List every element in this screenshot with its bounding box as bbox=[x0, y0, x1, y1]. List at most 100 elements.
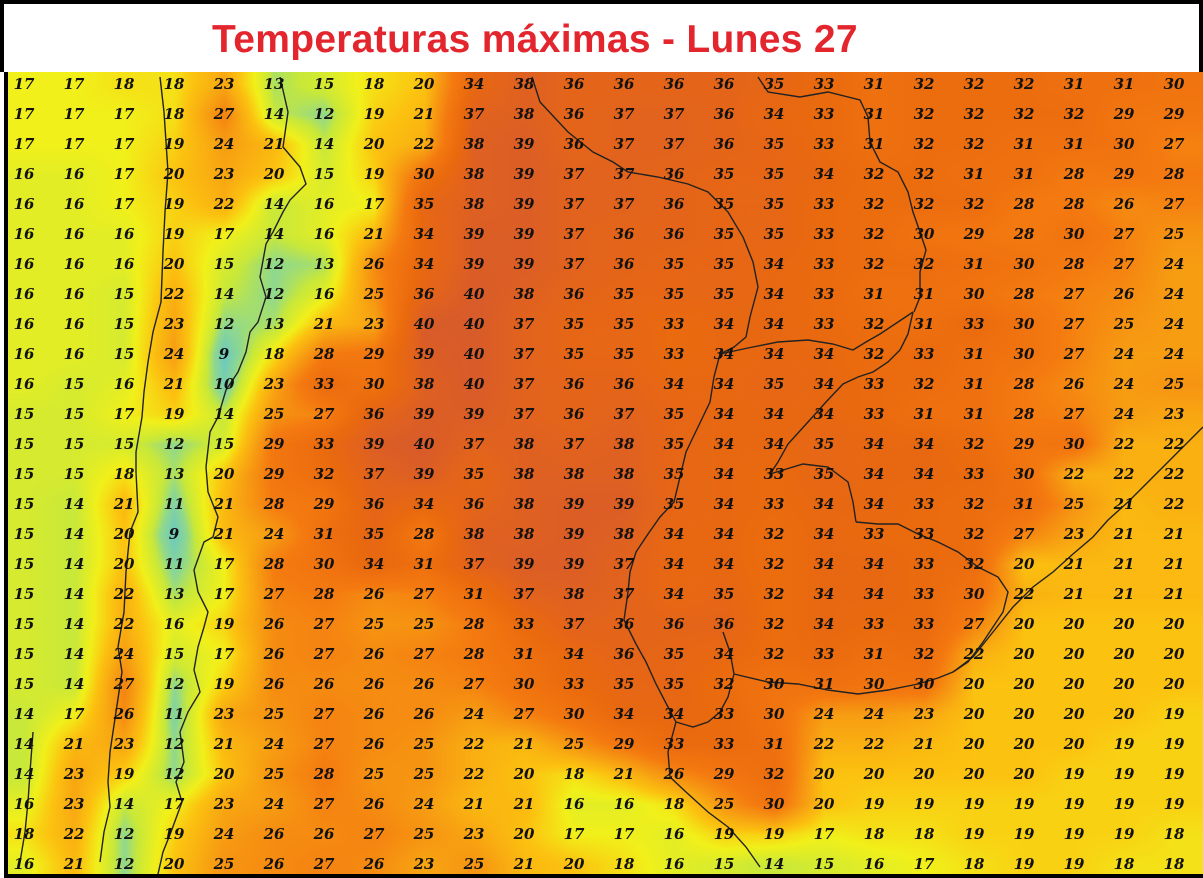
temperature-value: 32 bbox=[864, 225, 885, 243]
temperature-value: 35 bbox=[764, 165, 785, 183]
temperature-value: 37 bbox=[614, 105, 635, 123]
temperature-value: 21 bbox=[1063, 555, 1085, 573]
temperature-value: 14 bbox=[64, 645, 85, 663]
temperature-value: 24 bbox=[163, 345, 185, 363]
temperature-value: 32 bbox=[964, 105, 985, 123]
temperature-value: 20 bbox=[913, 765, 935, 783]
temperature-value: 38 bbox=[514, 105, 535, 123]
temperature-value: 37 bbox=[614, 405, 635, 423]
temperature-value: 34 bbox=[464, 75, 485, 93]
temperature-value: 31 bbox=[814, 675, 835, 693]
temperature-value: 29 bbox=[963, 225, 985, 243]
temperature-value: 23 bbox=[113, 735, 135, 753]
temperature-value: 31 bbox=[514, 645, 535, 663]
temperature-value: 38 bbox=[514, 75, 535, 93]
temperature-value: 36 bbox=[714, 135, 735, 153]
buenos-aires-coast-line bbox=[675, 631, 735, 728]
temperature-value: 17 bbox=[64, 135, 85, 153]
temperature-value: 33 bbox=[814, 315, 835, 333]
temperature-value: 23 bbox=[363, 315, 385, 333]
temperature-value: 24 bbox=[1113, 345, 1135, 363]
temperature-value: 30 bbox=[1014, 465, 1035, 483]
temperature-value: 17 bbox=[14, 135, 35, 153]
temperature-value: 34 bbox=[864, 435, 885, 453]
parana-river-line bbox=[623, 353, 721, 723]
temperature-value: 31 bbox=[1014, 135, 1035, 153]
temperature-value: 12 bbox=[214, 315, 235, 333]
temperature-value: 19 bbox=[714, 825, 735, 843]
temperature-value: 32 bbox=[764, 765, 785, 783]
temperature-value: 20 bbox=[1013, 615, 1035, 633]
temperature-value: 14 bbox=[14, 735, 35, 753]
temperature-value: 17 bbox=[564, 825, 585, 843]
temperature-value: 25 bbox=[363, 285, 385, 303]
temperature-value: 33 bbox=[664, 345, 685, 363]
temperature-value: 21 bbox=[213, 735, 235, 753]
temperature-value: 21 bbox=[913, 735, 935, 753]
temperature-value: 27 bbox=[513, 705, 535, 723]
temperature-value: 28 bbox=[1063, 195, 1085, 213]
temperature-value: 28 bbox=[463, 645, 485, 663]
temperature-value: 21 bbox=[63, 855, 85, 873]
brazil-border-line bbox=[757, 76, 927, 313]
temperature-value: 32 bbox=[964, 135, 985, 153]
temperature-value: 21 bbox=[263, 135, 285, 153]
temperature-value: 32 bbox=[964, 495, 985, 513]
temperature-value: 18 bbox=[664, 795, 685, 813]
temperature-value: 9 bbox=[219, 345, 230, 363]
temperature-value: 16 bbox=[114, 375, 135, 393]
boundaries-layer bbox=[19, 76, 1203, 874]
temperature-value: 27 bbox=[313, 405, 335, 423]
temperature-value: 25 bbox=[413, 615, 435, 633]
temperature-value: 33 bbox=[964, 315, 985, 333]
temperature-value: 25 bbox=[1063, 495, 1085, 513]
temperature-value: 16 bbox=[64, 225, 85, 243]
temperature-value: 39 bbox=[464, 225, 485, 243]
temperature-value: 30 bbox=[1014, 255, 1035, 273]
temperature-value: 34 bbox=[814, 495, 835, 513]
temperature-value: 25 bbox=[263, 405, 285, 423]
temperature-value: 36 bbox=[464, 495, 485, 513]
temperature-value: 26 bbox=[1113, 285, 1135, 303]
temperature-value: 19 bbox=[1164, 795, 1185, 813]
temperature-value: 35 bbox=[614, 345, 635, 363]
temperature-value: 20 bbox=[1163, 675, 1185, 693]
temperature-value: 21 bbox=[213, 495, 235, 513]
temperature-value: 26 bbox=[363, 255, 385, 273]
temperature-value: 15 bbox=[64, 465, 85, 483]
temperature-value: 27 bbox=[313, 855, 335, 873]
temperature-value: 27 bbox=[1013, 525, 1035, 543]
temperature-value: 35 bbox=[714, 165, 735, 183]
temperature-value: 36 bbox=[664, 225, 685, 243]
temperature-value: 23 bbox=[263, 375, 285, 393]
temperature-value: 39 bbox=[464, 405, 485, 423]
temperature-value: 33 bbox=[664, 315, 685, 333]
temperature-value: 30 bbox=[414, 165, 435, 183]
temperature-value: 36 bbox=[714, 615, 735, 633]
temperature-value: 35 bbox=[564, 315, 585, 333]
temperature-value: 16 bbox=[564, 795, 585, 813]
temperature-value: 15 bbox=[14, 405, 35, 423]
temperature-value: 34 bbox=[414, 495, 435, 513]
temperature-value: 38 bbox=[564, 465, 585, 483]
temperature-value: 27 bbox=[1063, 285, 1085, 303]
temperature-value: 15 bbox=[14, 585, 35, 603]
temperature-value: 37 bbox=[614, 585, 635, 603]
temperature-value: 20 bbox=[1163, 645, 1185, 663]
temperature-value: 26 bbox=[413, 705, 435, 723]
temperature-value: 24 bbox=[113, 645, 135, 663]
temperature-value: 30 bbox=[914, 225, 935, 243]
temperature-value: 22 bbox=[413, 135, 435, 153]
temperature-value: 36 bbox=[664, 75, 685, 93]
temperature-value: 36 bbox=[614, 225, 635, 243]
temperature-value: 20 bbox=[363, 135, 385, 153]
temperature-value: 39 bbox=[464, 255, 485, 273]
temperature-value: 18 bbox=[114, 465, 135, 483]
temperature-value: 27 bbox=[413, 585, 435, 603]
temperature-value: 14 bbox=[214, 285, 235, 303]
temperature-value: 32 bbox=[964, 525, 985, 543]
temperature-value: 20 bbox=[563, 855, 585, 873]
temperature-value: 14 bbox=[764, 855, 785, 873]
temperature-value: 30 bbox=[1064, 435, 1085, 453]
temperature-value: 30 bbox=[364, 375, 385, 393]
